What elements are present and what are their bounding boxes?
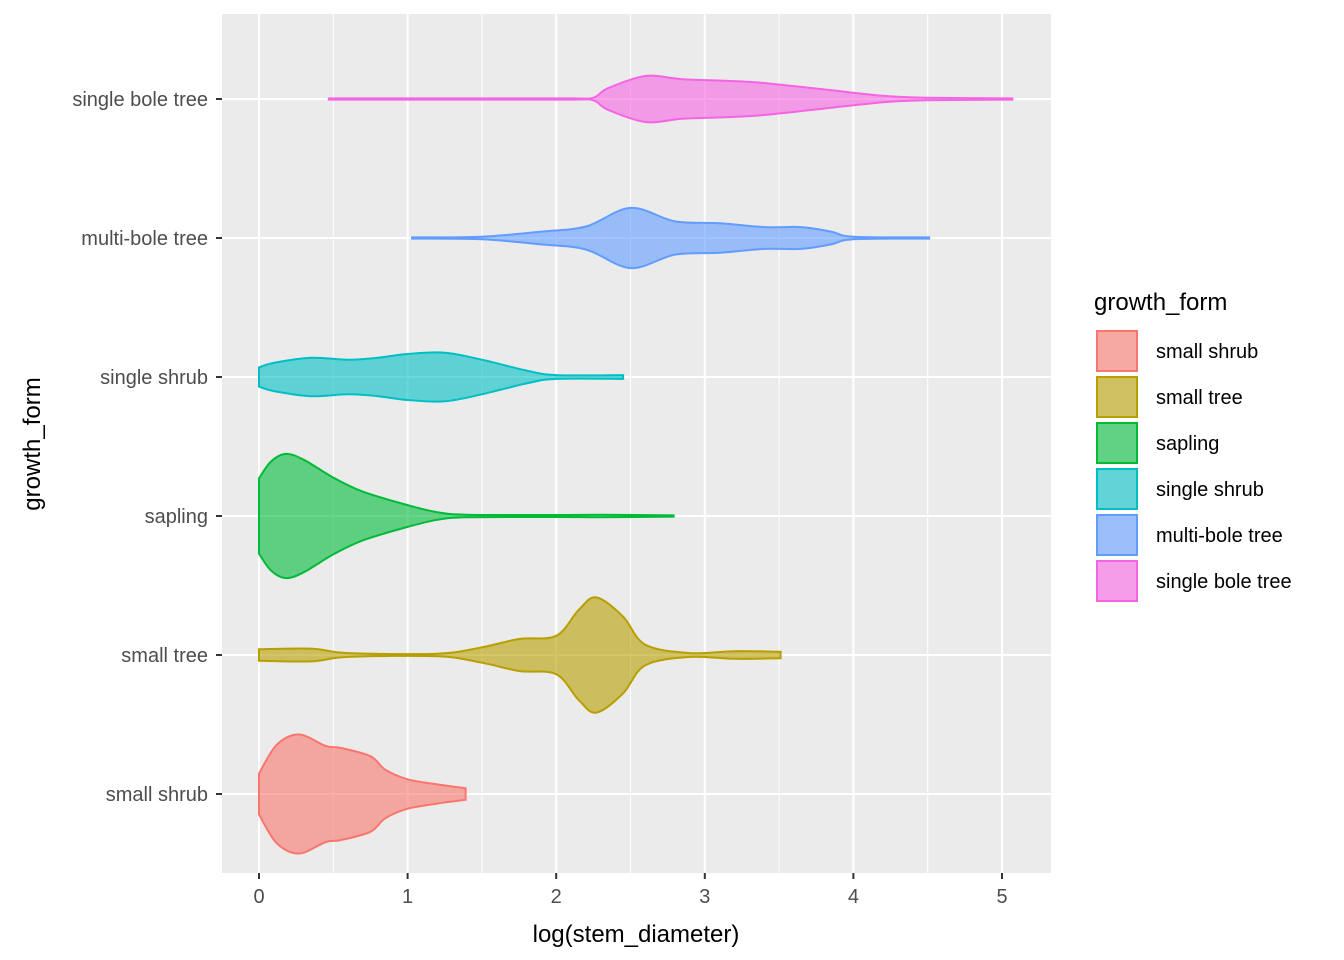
x-axis-title: log(stem_diameter) [533,921,740,948]
y-tick-label: small tree [121,645,208,667]
violin-sapling [258,452,675,580]
x-tick-label: 1 [402,886,413,908]
plot-panel [222,14,1051,873]
legend-entry-label: multi-bole tree [1156,525,1283,547]
x-tick-label: 3 [699,886,710,908]
violin-single-bole-tree [327,74,1014,124]
y-tick-label: single bole tree [72,89,208,111]
legend-entry-label: sapling [1156,433,1219,455]
x-tick-label: 4 [848,886,859,908]
violin-small-shrub [258,733,467,855]
y-tick-label: small shrub [106,784,208,806]
legend-key-swatch [1096,330,1138,372]
violins [258,74,1014,855]
legend-key-swatch [1096,514,1138,556]
y-tick-label: single shrub [100,367,208,389]
legend-entry-label: small tree [1156,387,1243,409]
x-axis: 0 1 2 3 4 5 [253,873,1008,908]
violin-small-tree [258,596,782,714]
y-axis: small shrub small tree sapling single shrub… [72,89,222,806]
y-tick-label: sapling [145,506,208,528]
violin-single-shrub [258,351,625,403]
y-axis-title: growth_form [19,377,46,510]
x-tick-label: 2 [551,886,562,908]
legend-title: growth_form [1094,289,1227,316]
legend-key-swatch [1096,468,1138,510]
violin-multi-bole-tree [411,206,931,270]
legend-key-swatch [1096,422,1138,464]
x-tick-label: 5 [996,886,1007,908]
legend-entry-label: small shrub [1156,341,1258,363]
legend-entry-label: single bole tree [1156,571,1292,593]
minor-gridlines [332,14,929,873]
x-tick-label: 0 [253,886,264,908]
y-tick-label: multi-bole tree [81,228,208,250]
legend-entry-label: single shrub [1156,479,1264,501]
legend-key-swatch [1096,376,1138,418]
legend: growth_form small shrub small tree sapling… [1094,289,1292,602]
legend-key-swatch [1096,560,1138,602]
